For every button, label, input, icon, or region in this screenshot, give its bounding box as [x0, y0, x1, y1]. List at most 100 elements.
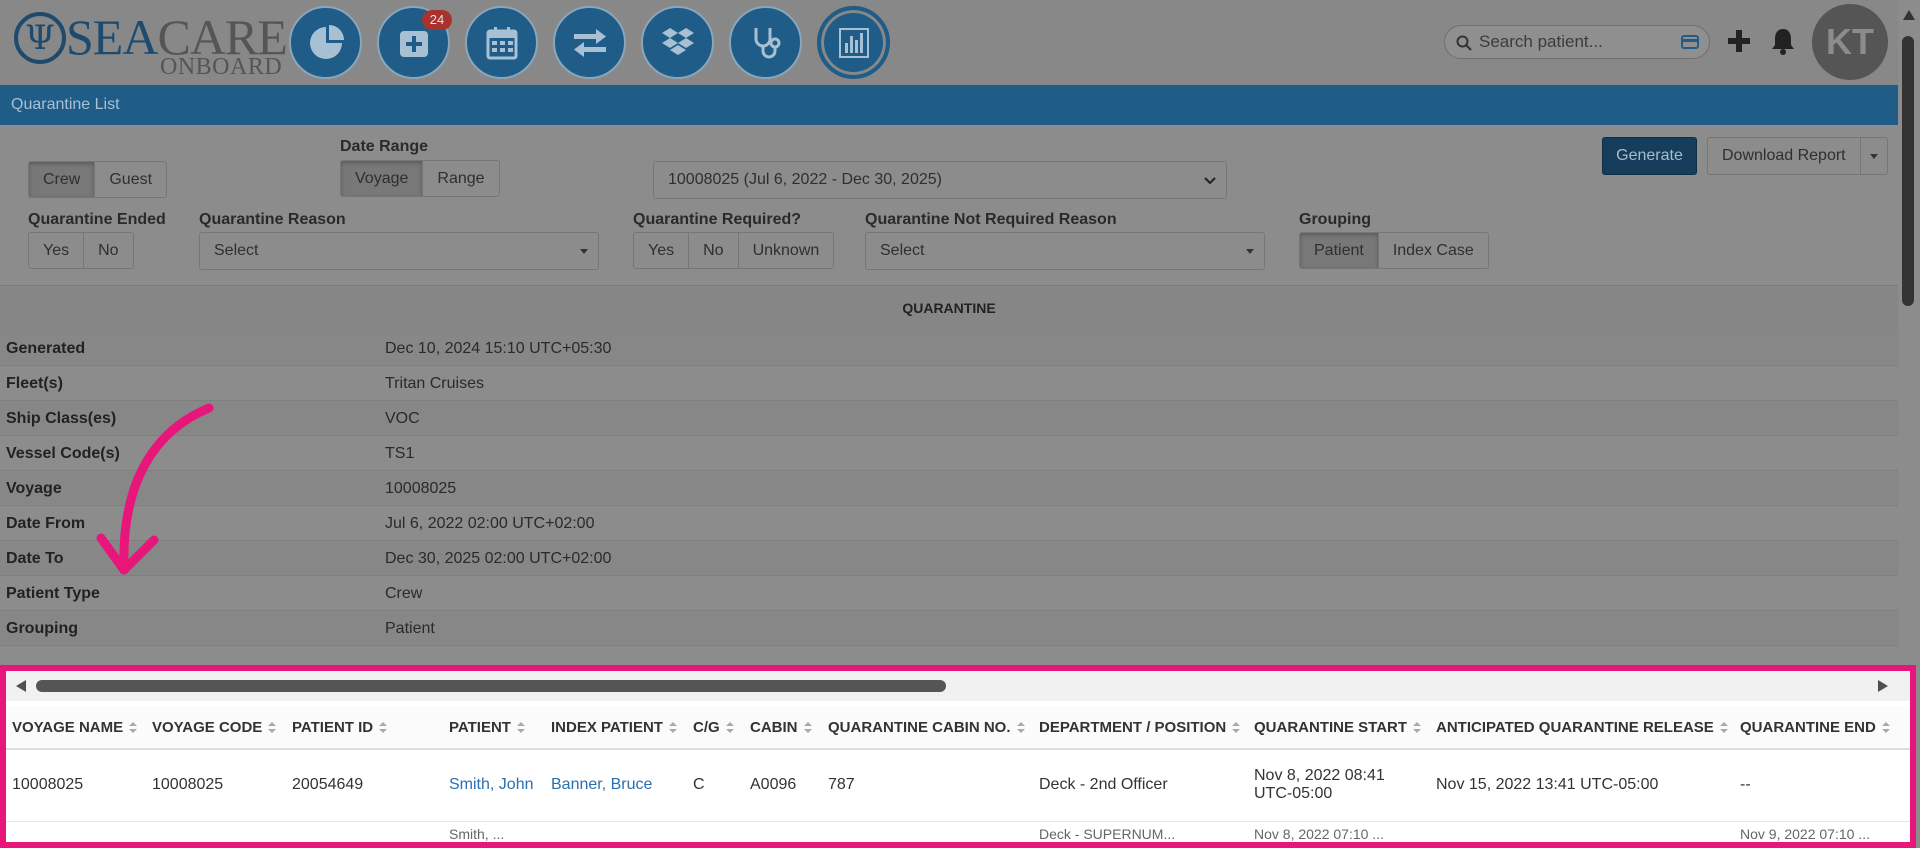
plus-icon[interactable] [1726, 28, 1752, 54]
user-avatar[interactable]: KT [1812, 4, 1888, 80]
id-card-icon[interactable] [1681, 35, 1699, 49]
download-report-button[interactable]: Download Report [1708, 138, 1861, 174]
stethoscope-icon[interactable] [729, 6, 802, 79]
patient-type-toggle: Crew Guest [28, 161, 168, 198]
column-header-index-patient[interactable]: INDEX PATIENT [545, 707, 687, 750]
cell-anticipated-release [1430, 821, 1734, 848]
cell-quarantine-end: Nov 9, 2022 07:10 ... [1734, 821, 1910, 848]
column-header-voyage-name[interactable]: VOYAGE NAME [6, 707, 146, 750]
seacare-logo[interactable]: Ψ SEACARE ONBOARD [14, 9, 288, 80]
sort-icon[interactable] [516, 722, 525, 734]
dropbox-icon[interactable] [641, 6, 714, 79]
column-header-cabin[interactable]: CABIN [744, 707, 822, 750]
download-report-split-button: Download Report [1707, 137, 1888, 175]
sort-icon[interactable] [668, 722, 677, 734]
grouping-label: Grouping [1299, 211, 1371, 228]
transfer-icon[interactable] [553, 6, 626, 79]
column-header-quarantine-end[interactable]: QUARANTINE END [1734, 707, 1910, 750]
annotation-arrow-icon [96, 403, 214, 575]
not-required-reason-select[interactable]: Select [865, 232, 1265, 270]
summary-row: Date To Dec 30, 2025 02:00 UTC+02:00 [0, 541, 1898, 576]
column-header-department-position[interactable]: DEPARTMENT / POSITION [1033, 707, 1248, 750]
crew-option[interactable]: Crew [29, 162, 96, 197]
required-no-option[interactable]: No [689, 233, 739, 268]
voyage-option[interactable]: Voyage [341, 161, 424, 196]
summary-row: Date From Jul 6, 2022 02:00 UTC+02:00 [0, 506, 1898, 541]
group-patient-option[interactable]: Patient [1300, 233, 1379, 268]
calendar-icon[interactable] [465, 6, 538, 79]
patient-link[interactable]: Smith, ... [443, 821, 545, 848]
add-medical-icon[interactable]: 24 [377, 6, 452, 79]
summary-key: Date From [6, 515, 86, 532]
sort-icon[interactable] [725, 722, 734, 734]
report-summary: QUARANTINE Generated Dec 10, 2024 15:10 U… [0, 285, 1898, 665]
guest-option[interactable]: Guest [95, 162, 167, 197]
column-header-cg[interactable]: C/G [687, 707, 744, 750]
cell-department-position: Deck - 2nd Officer [1033, 749, 1248, 822]
patient-search[interactable] [1444, 25, 1710, 59]
reports-chart-icon[interactable] [817, 6, 890, 79]
date-range-toggle: Voyage Range [340, 160, 500, 197]
group-index-case-option[interactable]: Index Case [1378, 233, 1488, 268]
bell-icon[interactable] [1770, 27, 1796, 55]
summary-value: 10008025 [385, 480, 457, 497]
page-title: Quarantine List [0, 85, 1898, 125]
ended-no-option[interactable]: No [84, 233, 133, 268]
cell-voyage-name: 10008025 [6, 749, 146, 822]
sort-icon[interactable] [129, 722, 138, 734]
cell-quarantine-end: -- [1734, 749, 1910, 822]
search-input[interactable] [1479, 30, 1669, 54]
page-vertical-scrollbar[interactable] [1898, 0, 1920, 848]
not-required-reason-value: Select [880, 242, 925, 259]
cell-department-position: Deck - SUPERNUM... [1033, 821, 1248, 848]
sort-icon[interactable] [268, 722, 277, 734]
table-row: Smith, ... Deck - SUPERNUM... Nov 8, 202… [6, 821, 1910, 848]
scrollbar-thumb[interactable] [1902, 36, 1914, 306]
required-yes-option[interactable]: Yes [634, 233, 690, 268]
sort-icon[interactable] [1881, 722, 1890, 734]
voyage-select[interactable]: 10008025 (Jul 6, 2022 - Dec 30, 2025) [653, 161, 1227, 199]
cell-cg: C [687, 749, 744, 822]
scroll-right-arrow-icon[interactable] [1878, 680, 1888, 692]
cell-patient-id: 20054649 [286, 749, 443, 822]
scroll-left-arrow-icon[interactable] [16, 680, 26, 692]
generate-button[interactable]: Generate [1602, 137, 1697, 175]
quarantine-ended-toggle: Yes No [28, 232, 134, 269]
table-horizontal-scrollbar[interactable] [6, 671, 1910, 701]
sort-icon[interactable] [1719, 722, 1728, 734]
quarantine-reason-select[interactable]: Select [199, 232, 599, 270]
caret-down-icon [1869, 154, 1878, 159]
quarantine-reason-label: Quarantine Reason [199, 211, 346, 228]
cell-cabin: A0096 [744, 749, 822, 822]
sort-icon[interactable] [803, 722, 812, 734]
column-header-quarantine-start[interactable]: QUARANTINE START [1248, 707, 1430, 750]
summary-key: Date To [6, 550, 64, 567]
dashboard-pie-icon[interactable] [289, 6, 362, 79]
patient-link[interactable]: Smith, John [443, 749, 545, 822]
sort-icon[interactable] [1016, 722, 1025, 734]
caret-down-icon [1246, 249, 1254, 254]
summary-key: Vessel Code(s) [6, 445, 120, 462]
range-option[interactable]: Range [423, 161, 499, 196]
column-header-anticipated-release[interactable]: ANTICIPATED QUARANTINE RELEASE [1430, 707, 1734, 750]
summary-key: Patient Type [6, 585, 100, 602]
column-header-patient-id[interactable]: PATIENT ID [286, 707, 443, 750]
download-options-toggle[interactable] [1861, 138, 1887, 174]
cell-patient-id [286, 821, 443, 848]
index-patient-link[interactable]: Banner, Bruce [545, 749, 687, 822]
scrollbar-thumb[interactable] [36, 680, 946, 692]
required-unknown-option[interactable]: Unknown [738, 233, 834, 268]
cell-quarantine-start: Nov 8, 2022 07:10 ... [1248, 821, 1430, 848]
column-header-quarantine-cabin-no[interactable]: QUARANTINE CABIN NO. [822, 707, 1033, 750]
sort-icon[interactable] [1232, 722, 1241, 734]
search-icon [1456, 35, 1472, 51]
column-header-voyage-code[interactable]: VOYAGE CODE [146, 707, 286, 750]
scroll-up-arrow-icon[interactable] [1903, 10, 1915, 20]
sort-icon[interactable] [379, 722, 388, 734]
sort-icon[interactable] [1413, 722, 1422, 734]
ended-yes-option[interactable]: Yes [29, 233, 85, 268]
summary-row: Voyage 10008025 [0, 471, 1898, 506]
column-header-patient[interactable]: PATIENT [443, 707, 545, 750]
summary-row: Fleet(s) Tritan Cruises [0, 366, 1898, 401]
add-count-badge: 24 [422, 10, 452, 30]
